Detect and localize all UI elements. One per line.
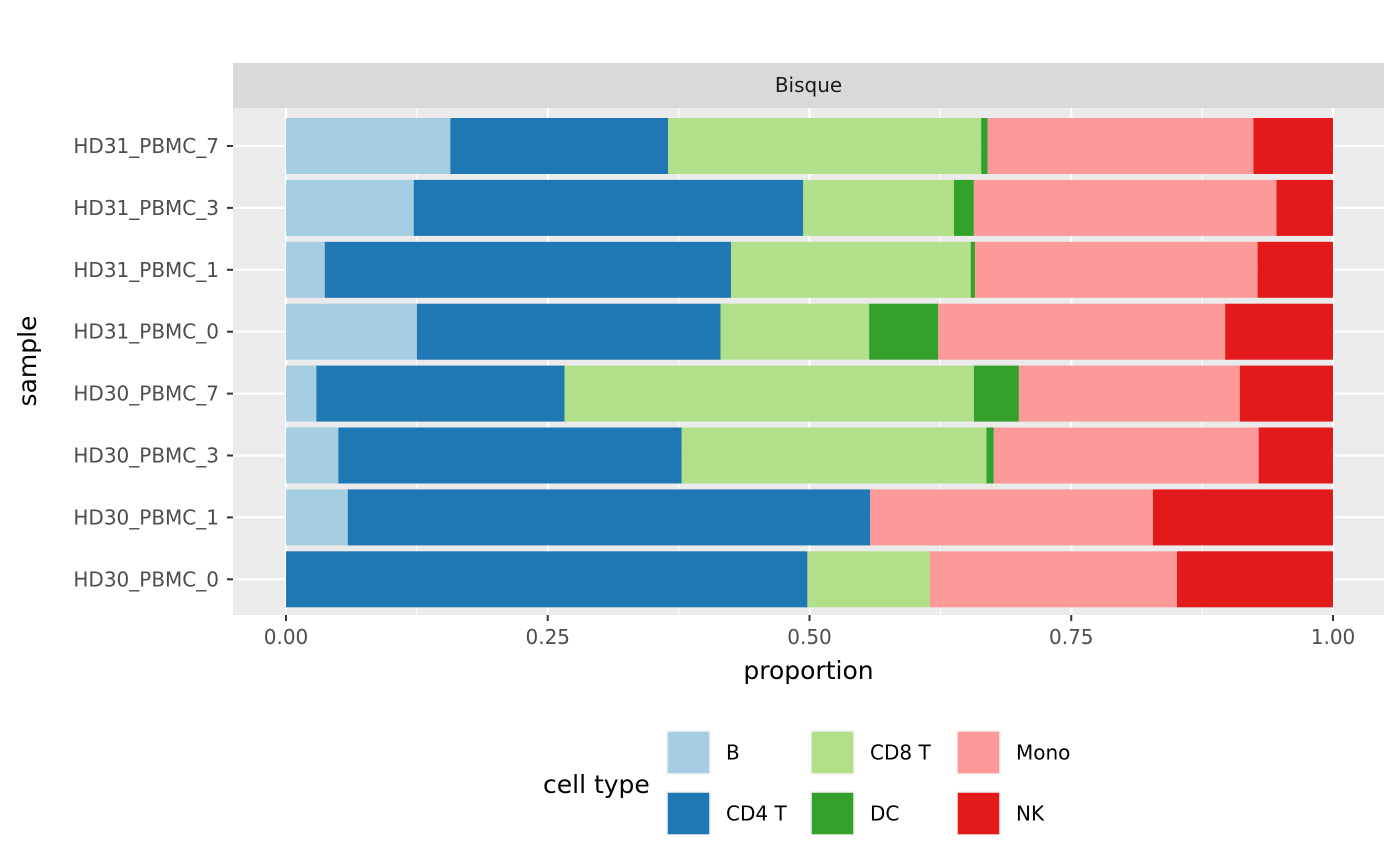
bar-segment (1253, 118, 1333, 174)
legend-label: CD8 T (870, 741, 931, 765)
bar-segment (720, 303, 870, 360)
legend-key (810, 791, 855, 836)
facet-strip (233, 63, 1384, 108)
y-axis-title: sample (13, 316, 42, 407)
bar-segment (338, 427, 682, 484)
y-tick-label: HD30_PBMC_7 (73, 382, 219, 406)
bar-segment (1152, 489, 1333, 546)
legend-label: DC (870, 802, 899, 826)
bar-segment (1018, 365, 1240, 422)
bar-segment (347, 489, 871, 546)
bar-segment (803, 179, 954, 236)
legend-key (810, 730, 855, 775)
y-tick-label: HD30_PBMC_3 (73, 444, 219, 468)
bar-segment (981, 118, 988, 174)
bar-segment (1258, 427, 1333, 484)
legend-label: B (726, 741, 740, 765)
bar-segment (953, 179, 974, 236)
bar-segment (1276, 179, 1333, 236)
bar-segment (286, 303, 417, 360)
bar-segment (450, 118, 669, 174)
y-tick-label: HD30_PBMC_1 (73, 505, 219, 529)
bar-segment (973, 179, 1277, 236)
bar-segment (970, 241, 975, 298)
bar-segment (564, 365, 974, 422)
bar-segment (413, 179, 804, 236)
bar-segment (987, 118, 1254, 174)
y-tick-label: HD30_PBMC_0 (73, 567, 219, 591)
legend-label: NK (1016, 802, 1045, 826)
y-tick-label: HD31_PBMC_7 (73, 134, 219, 158)
bar-segment (869, 303, 939, 360)
bar-segment (668, 118, 982, 174)
bar-segment (973, 365, 1019, 422)
facet-label: Bisque (775, 73, 842, 97)
bar-segment (286, 427, 339, 484)
bar-segment (807, 551, 930, 608)
legend-label: Mono (1016, 741, 1070, 765)
y-axis: HD31_PBMC_7 HD31_PBMC_3 HD31_PBMC_1 HD31_PB… (73, 134, 233, 591)
x-tick-label: 1.00 (1311, 625, 1356, 649)
bar-segment (974, 241, 1258, 298)
bar-segment (929, 551, 1177, 608)
bar-segment (286, 118, 451, 174)
bar-segment (286, 179, 414, 236)
x-tick-label: 0.75 (1049, 625, 1094, 649)
bar-segment (316, 365, 565, 422)
bar-segment (1239, 365, 1333, 422)
x-axis-title: proportion (743, 656, 873, 685)
bar-segment (938, 303, 1226, 360)
bar-segment (1257, 241, 1333, 298)
legend-label: CD4 T (726, 802, 787, 826)
bar-segment (681, 427, 987, 484)
x-axis: 0.00 0.25 0.50 0.75 1.00 (264, 615, 1356, 649)
legend-key (956, 791, 1001, 836)
bar-segment (993, 427, 1259, 484)
bar-segment (324, 241, 731, 298)
bar-segment (286, 241, 325, 298)
bar-segment (286, 551, 808, 608)
bar-segment (1176, 551, 1333, 608)
x-tick-label: 0.50 (787, 625, 832, 649)
bar-segment (286, 489, 348, 546)
bar-segment (1225, 303, 1333, 360)
bar-segment (986, 427, 994, 484)
legend-key (666, 791, 711, 836)
y-tick-label: HD31_PBMC_3 (73, 196, 219, 220)
bar-segment (870, 489, 1153, 546)
bars (286, 118, 1333, 608)
x-tick-label: 0.25 (525, 625, 570, 649)
legend-key (956, 730, 1001, 775)
legend-title: cell type (543, 770, 650, 799)
y-tick-label: HD31_PBMC_1 (73, 258, 219, 282)
x-tick-label: 0.00 (264, 625, 309, 649)
legend-key (666, 730, 711, 775)
bar-segment (730, 241, 971, 298)
legend: B CD4 T CD8 T DC Mono NK (666, 730, 1070, 836)
y-tick-label: HD31_PBMC_0 (73, 320, 219, 344)
bar-segment (416, 303, 721, 360)
bar-segment (286, 365, 317, 422)
